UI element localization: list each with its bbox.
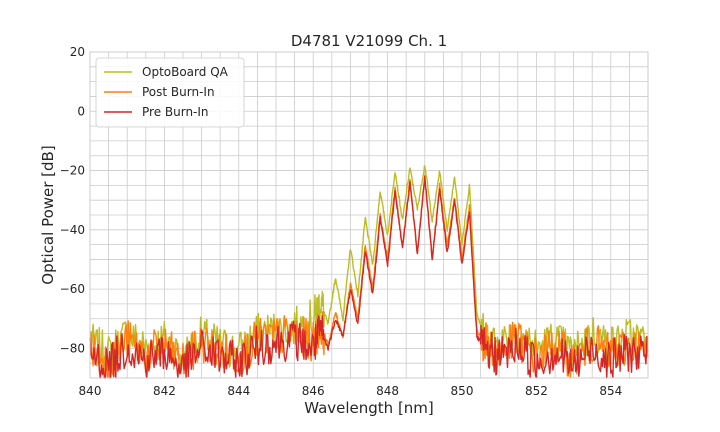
x-tick-label: 850 [451, 384, 474, 398]
legend-label: Pre Burn-In [142, 105, 209, 119]
legend: OptoBoard QA Post Burn-In Pre Burn-In [95, 57, 245, 128]
x-tick-label: 844 [227, 384, 250, 398]
y-axis-label: Optical Power [dB] [39, 145, 57, 284]
x-tick-label: 842 [153, 384, 176, 398]
legend-label: Post Burn-In [142, 85, 215, 99]
x-tick-label: 848 [376, 384, 399, 398]
y-tick-label: 20 [70, 45, 85, 59]
legend-label: OptoBoard QA [142, 65, 229, 79]
y-tick-label: 0 [77, 104, 85, 118]
chart-title: D4781 V21099 Ch. 1 [291, 32, 447, 50]
y-tick-labels: 20 0 −20 −40 −60 −80 [60, 45, 85, 355]
x-tick-label: 840 [79, 384, 102, 398]
legend-box [95, 57, 245, 128]
y-tick-label: −20 [60, 164, 85, 178]
series-layer [89, 165, 649, 379]
y-tick-label: −40 [60, 223, 85, 237]
x-tick-label: 846 [302, 384, 325, 398]
x-axis-label: Wavelength [nm] [304, 399, 434, 417]
y-tick-label: −80 [60, 341, 85, 355]
x-tick-label: 852 [525, 384, 548, 398]
series-line-2 [89, 175, 649, 379]
y-tick-label: −60 [60, 282, 85, 296]
x-tick-labels: 840 842 844 846 848 850 852 854 [79, 384, 623, 398]
x-tick-label: 854 [599, 384, 622, 398]
plot-frame [89, 51, 649, 379]
